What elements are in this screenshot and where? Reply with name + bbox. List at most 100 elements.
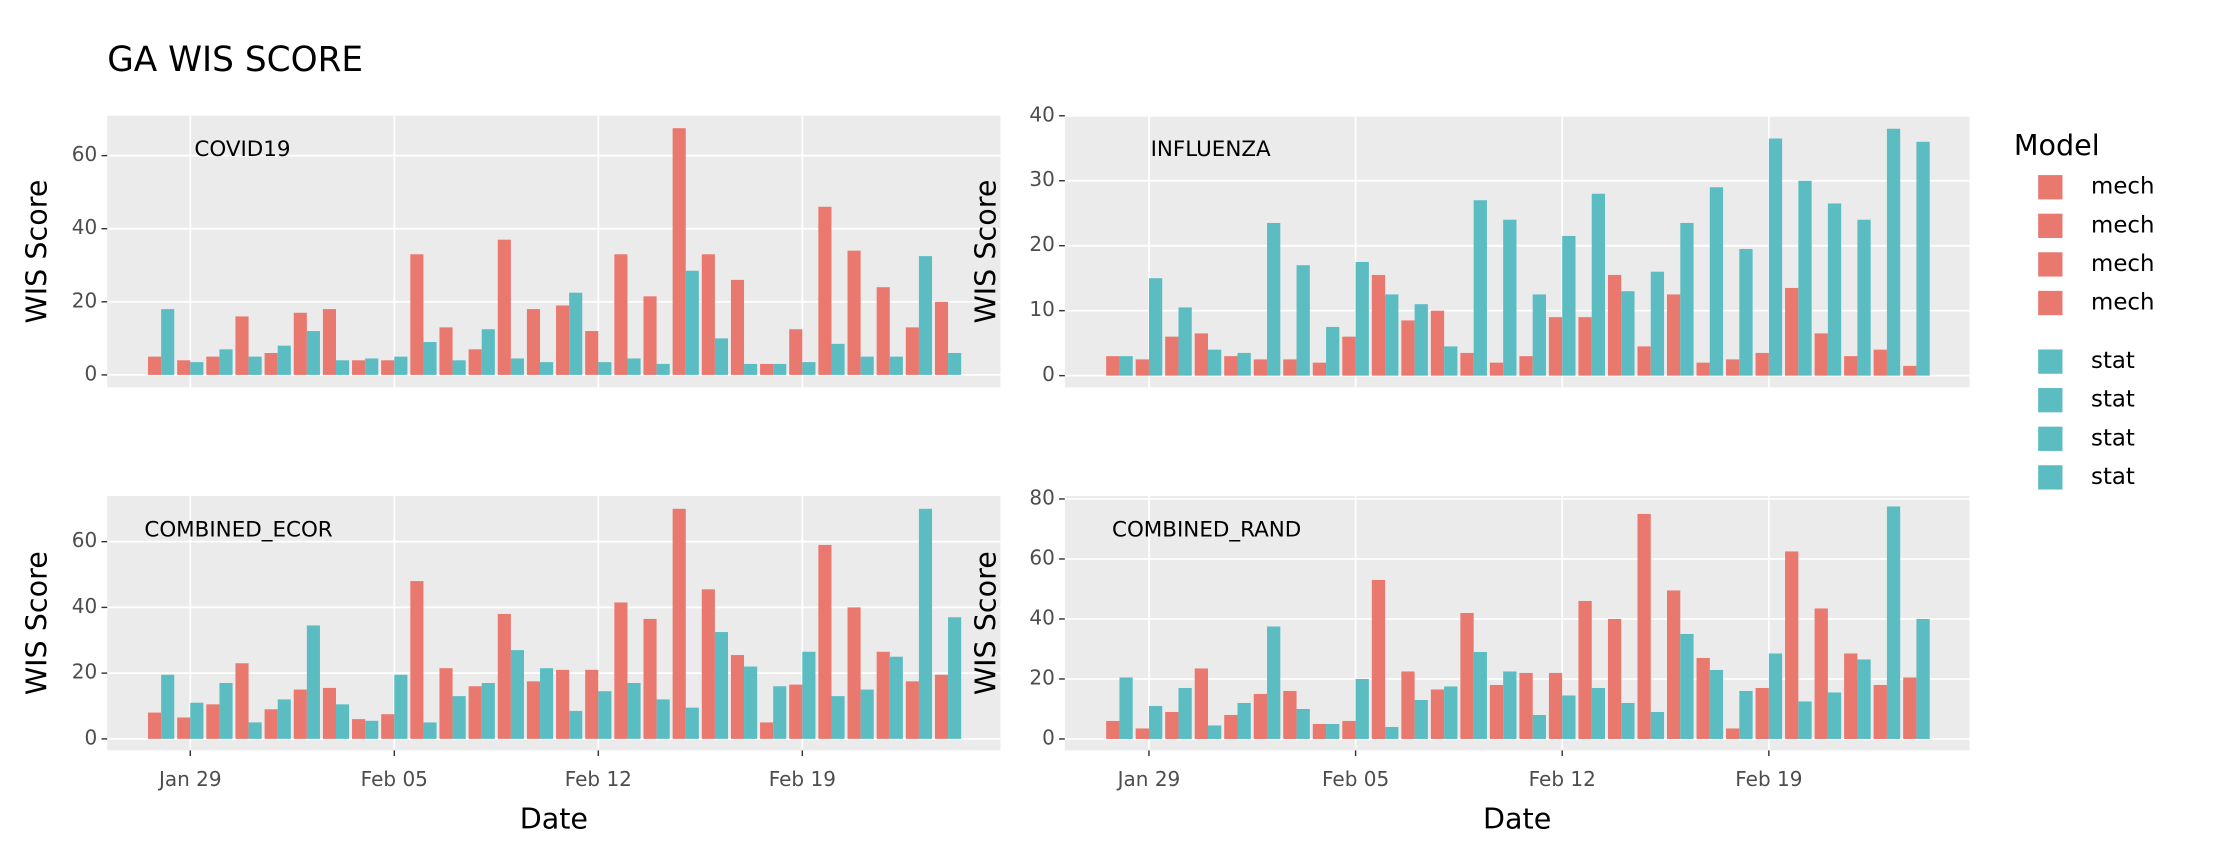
y-tick-label: 0 [84,725,97,749]
bar [1326,723,1340,739]
bar [293,312,307,375]
bar [322,309,337,375]
bar [219,349,233,375]
bar [1562,695,1576,739]
bar [1489,684,1504,739]
y-tick-label: 0 [84,361,97,385]
y-tick-label: 40 [1029,102,1054,126]
bar [1578,317,1592,376]
y-tick-label: 20 [1029,232,1054,256]
bar [831,696,845,739]
bar [1532,294,1546,376]
bar [381,714,395,739]
y-axis-title: WIS Score [20,180,54,324]
bar [656,699,670,739]
bar [905,681,919,739]
bar [1342,720,1356,739]
bar [1709,187,1724,376]
y-axis-title: WIS Score [969,551,1003,695]
bar [773,686,787,739]
bar [1785,287,1799,376]
bar [1755,687,1769,739]
bar [1739,248,1753,376]
bar [1489,362,1504,376]
bar [889,356,903,375]
bar [585,669,599,739]
bar [206,356,220,375]
bar [148,356,162,375]
bar [585,331,599,375]
y-axis-title: WIS Score [20,551,54,695]
bar [1621,291,1635,376]
panel-label: COVID19 [194,137,290,162]
bar [847,607,861,739]
bar [322,687,337,739]
bar [1503,671,1517,739]
bar [1578,600,1592,739]
bar [948,352,962,375]
y-tick-label: 60 [72,528,97,552]
bar [1371,579,1386,739]
bar [1607,274,1622,376]
bar [627,682,641,739]
bar [1768,138,1783,376]
bar [598,691,612,739]
bar [1371,274,1386,376]
legend-label: stat [2091,348,2135,374]
bar [1532,714,1546,739]
bar [818,206,832,375]
bar [802,362,816,375]
chart-title: GA WIS SCORE [107,40,363,80]
bar [802,651,816,739]
bar [161,309,175,375]
bar [1650,271,1665,376]
bar [614,602,628,739]
legend-key [2038,213,2063,238]
x-tick-label: Jan 29 [1116,767,1181,791]
bar [468,686,482,739]
bar [1296,265,1310,376]
bar [1224,714,1238,739]
bar [336,704,350,739]
y-tick-label: 20 [72,660,97,684]
bar [1178,307,1192,376]
bar [540,668,554,739]
bar [744,666,758,739]
bar [1844,356,1858,376]
bar [918,508,933,739]
bar [1473,651,1487,739]
y-tick-label: 10 [1029,297,1054,321]
bar [643,296,657,375]
bar [1886,506,1901,739]
bar [1355,261,1369,376]
y-tick-label: 0 [1042,725,1055,749]
bar [1267,222,1281,376]
y-tick-label: 20 [72,288,97,312]
bar [526,309,541,375]
bar [701,254,715,375]
bar [789,329,803,375]
bar [1519,356,1533,376]
legend-label: mech [2091,290,2154,316]
bar [1148,278,1163,376]
bar [1460,612,1474,739]
bar [948,617,962,739]
bar [1696,657,1710,739]
bar [1237,702,1251,739]
bar [1283,359,1297,376]
bar [1207,725,1222,739]
bar [177,360,191,375]
bar [439,327,453,375]
bar [264,709,278,739]
bar [1591,687,1606,739]
bar [1194,333,1208,376]
bar [1667,590,1681,739]
bar [1135,359,1149,376]
bar [569,710,583,739]
bar [1312,723,1327,739]
bar [627,358,641,375]
bar [685,270,699,375]
bar [452,360,466,375]
bar [264,352,278,375]
bar [510,650,524,739]
